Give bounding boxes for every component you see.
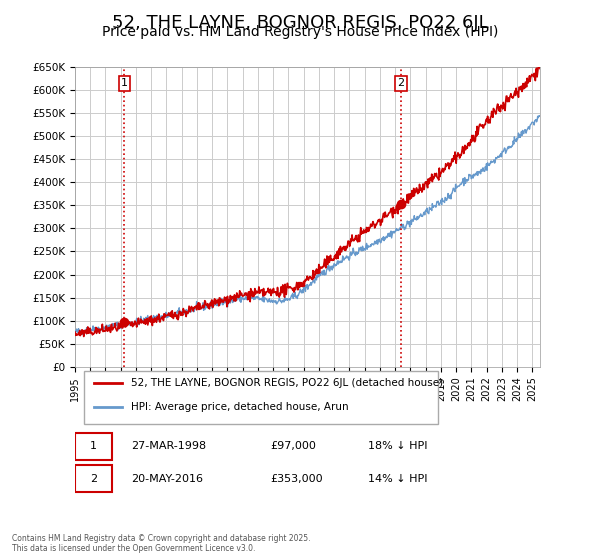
Text: 52, THE LAYNE, BOGNOR REGIS, PO22 6JL: 52, THE LAYNE, BOGNOR REGIS, PO22 6JL [112, 14, 488, 32]
Text: HPI: Average price, detached house, Arun: HPI: Average price, detached house, Arun [131, 403, 349, 412]
Text: 20-MAY-2016: 20-MAY-2016 [131, 474, 203, 484]
Text: £97,000: £97,000 [270, 441, 316, 451]
Text: Price paid vs. HM Land Registry's House Price Index (HPI): Price paid vs. HM Land Registry's House … [102, 25, 498, 39]
Text: £353,000: £353,000 [270, 474, 323, 484]
Text: 52, THE LAYNE, BOGNOR REGIS, PO22 6JL (detached house): 52, THE LAYNE, BOGNOR REGIS, PO22 6JL (d… [131, 379, 443, 389]
Text: 14% ↓ HPI: 14% ↓ HPI [368, 474, 427, 484]
FancyBboxPatch shape [75, 433, 112, 460]
Text: 18% ↓ HPI: 18% ↓ HPI [368, 441, 427, 451]
Text: 27-MAR-1998: 27-MAR-1998 [131, 441, 206, 451]
FancyBboxPatch shape [84, 371, 438, 423]
Text: 2: 2 [397, 78, 404, 88]
Text: Contains HM Land Registry data © Crown copyright and database right 2025.
This d: Contains HM Land Registry data © Crown c… [12, 534, 311, 553]
Text: 1: 1 [90, 441, 97, 451]
Text: 2: 2 [90, 474, 97, 484]
Text: 1: 1 [121, 78, 128, 88]
FancyBboxPatch shape [75, 465, 112, 492]
